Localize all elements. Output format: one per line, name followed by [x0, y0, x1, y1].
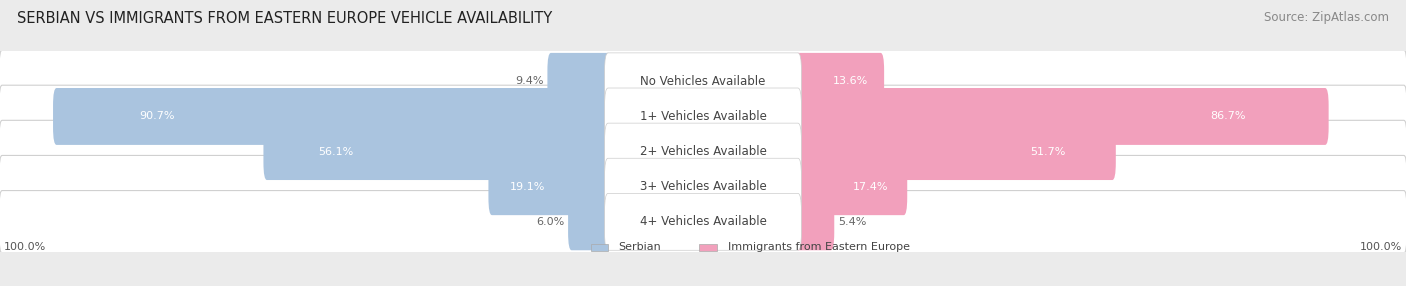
FancyBboxPatch shape	[605, 123, 801, 180]
FancyBboxPatch shape	[0, 50, 1406, 113]
FancyBboxPatch shape	[591, 244, 609, 251]
Text: 6.0%: 6.0%	[536, 217, 565, 227]
FancyBboxPatch shape	[794, 158, 907, 215]
FancyBboxPatch shape	[605, 53, 801, 110]
Text: No Vehicles Available: No Vehicles Available	[640, 75, 766, 88]
Text: 19.1%: 19.1%	[509, 182, 544, 192]
Text: 1+ Vehicles Available: 1+ Vehicles Available	[640, 110, 766, 123]
FancyBboxPatch shape	[568, 193, 612, 250]
Text: 100.0%: 100.0%	[3, 243, 46, 253]
Text: 3+ Vehicles Available: 3+ Vehicles Available	[640, 180, 766, 193]
FancyBboxPatch shape	[794, 53, 884, 110]
Text: Source: ZipAtlas.com: Source: ZipAtlas.com	[1264, 11, 1389, 24]
Text: Serbian: Serbian	[619, 243, 661, 253]
Text: 4+ Vehicles Available: 4+ Vehicles Available	[640, 215, 766, 228]
FancyBboxPatch shape	[605, 88, 801, 145]
Text: Immigrants from Eastern Europe: Immigrants from Eastern Europe	[728, 243, 910, 253]
FancyBboxPatch shape	[0, 85, 1406, 148]
Text: 86.7%: 86.7%	[1211, 112, 1246, 122]
FancyBboxPatch shape	[700, 244, 717, 251]
Text: 5.4%: 5.4%	[838, 217, 866, 227]
FancyBboxPatch shape	[794, 88, 1329, 145]
Text: 56.1%: 56.1%	[318, 147, 353, 156]
Text: 9.4%: 9.4%	[516, 76, 544, 86]
FancyBboxPatch shape	[53, 88, 612, 145]
FancyBboxPatch shape	[0, 190, 1406, 253]
FancyBboxPatch shape	[263, 123, 612, 180]
FancyBboxPatch shape	[488, 158, 612, 215]
Text: 17.4%: 17.4%	[852, 182, 887, 192]
Text: SERBIAN VS IMMIGRANTS FROM EASTERN EUROPE VEHICLE AVAILABILITY: SERBIAN VS IMMIGRANTS FROM EASTERN EUROP…	[17, 11, 553, 26]
Text: 100.0%: 100.0%	[1360, 243, 1403, 253]
FancyBboxPatch shape	[0, 156, 1406, 218]
Text: 90.7%: 90.7%	[139, 112, 174, 122]
FancyBboxPatch shape	[0, 120, 1406, 183]
FancyBboxPatch shape	[605, 193, 801, 250]
FancyBboxPatch shape	[547, 53, 612, 110]
Text: 2+ Vehicles Available: 2+ Vehicles Available	[640, 145, 766, 158]
Text: 51.7%: 51.7%	[1029, 147, 1066, 156]
FancyBboxPatch shape	[794, 123, 1116, 180]
Text: 13.6%: 13.6%	[832, 76, 868, 86]
FancyBboxPatch shape	[605, 158, 801, 215]
FancyBboxPatch shape	[794, 193, 834, 250]
